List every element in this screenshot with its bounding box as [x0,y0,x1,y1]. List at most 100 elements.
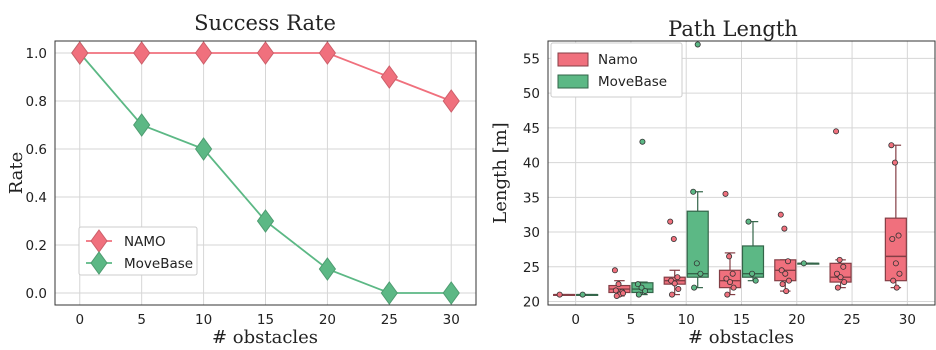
path-length-ylabel: Length [m] [490,122,511,223]
legend-label: Namo [598,52,638,68]
data-point-namo [442,89,460,113]
data-point [785,277,792,284]
box-movebase-15 [741,218,765,284]
success-rate-plot-area [54,40,477,306]
y-tick-label: 50 [523,86,540,102]
data-point [691,284,698,291]
data-point-namo [380,65,398,89]
data-point-namo [256,41,275,65]
legend-label: MoveBase [598,74,667,90]
y-tick-label: 0.2 [26,238,47,254]
legend-swatch [557,74,589,89]
data-point [613,292,620,299]
path-length-chart: Path Length 0 5 10 15 20 25 30 20 25 30 35 40 45 50 5… [490,17,936,348]
data-point [837,274,844,281]
outlier-point [639,138,646,145]
data-point-movebase [380,281,398,305]
x-tick-label: 0 [75,312,84,328]
data-point [749,270,756,277]
data-point [729,270,736,277]
data-point [777,211,784,218]
data-point [800,260,807,267]
data-point-movebase [194,137,213,161]
data-point [612,287,619,294]
data-point [556,291,563,298]
data-point [615,281,622,288]
success-rate-title: Success Rate [194,11,336,35]
box-namo-15 [718,190,742,298]
data-point [724,291,731,298]
data-point [893,284,900,291]
y-tick-label: 40 [523,156,540,172]
data-point-movebase [318,257,337,281]
data-point [675,286,682,293]
data-point [727,279,734,286]
box-namo-10 [663,218,686,298]
data-point [697,270,704,277]
data-point-movebase [133,113,151,137]
box-body [884,217,907,282]
data-point [669,291,676,298]
data-point [635,291,642,298]
y-tick-label: 20 [523,295,540,311]
path-length-plot-area [547,40,936,306]
data-point [778,267,785,274]
data-point [836,256,843,263]
x-tick-label: 10 [195,312,212,328]
box-movebase-5 [631,138,654,298]
y-tick-label: 30 [523,225,540,241]
data-point [834,284,841,291]
y-tick-label: 0.0 [26,286,47,302]
data-point [888,142,895,149]
legend-label: MoveBase [124,256,193,272]
data-point [895,232,902,239]
data-point [723,275,730,282]
data-point-namo [71,41,89,65]
box-namo-5 [608,267,631,299]
x-tick-label: 5 [137,312,146,328]
box-namo-25 [829,128,852,291]
x-tick-label: 15 [257,312,274,328]
data-point [783,288,790,295]
x-tick-label: 5 [627,312,636,328]
data-point [670,235,677,242]
box-namo-30 [884,142,907,291]
data-point [730,284,737,291]
y-tick-label: 0.6 [26,142,47,158]
data-point [667,218,674,225]
data-point-namo [194,41,213,65]
success-rate-xlabel: # obstacles [212,327,318,348]
data-point [722,190,729,197]
y-tick-label: 35 [523,190,540,206]
path-length-legend: Namo MoveBase [550,42,683,98]
y-tick-label: 25 [523,260,540,276]
data-point [833,270,840,277]
data-point-namo [318,41,337,65]
data-point [784,258,791,265]
path-length-xlabel: # obstacles [688,327,794,348]
data-point [833,128,840,135]
outlier-point [694,41,701,48]
box-movebase-10 [686,41,709,291]
box-movebase-20 [797,260,820,267]
legend-marker [90,251,108,275]
data-point [891,159,898,166]
data-point [634,281,641,288]
legend-label: NAMO [124,234,166,250]
data-point [892,260,899,267]
success-rate-chart: Success Rate 0 5 10 15 20 25 30 0.0 0.2 0.4 0.6 0.… [6,11,477,348]
data-point [782,270,789,277]
box-body [741,245,765,278]
legend-swatch [557,52,589,67]
data-point-namo [133,41,151,65]
data-point [890,277,897,284]
data-point [889,235,896,242]
x-tick-label: 25 [381,312,398,328]
box-namo-0 [553,291,576,298]
data-point [579,291,586,298]
data-point [690,188,697,195]
data-point [693,260,700,267]
y-tick-label: 0.4 [26,190,47,206]
data-point [840,263,847,270]
data-point [896,270,903,277]
